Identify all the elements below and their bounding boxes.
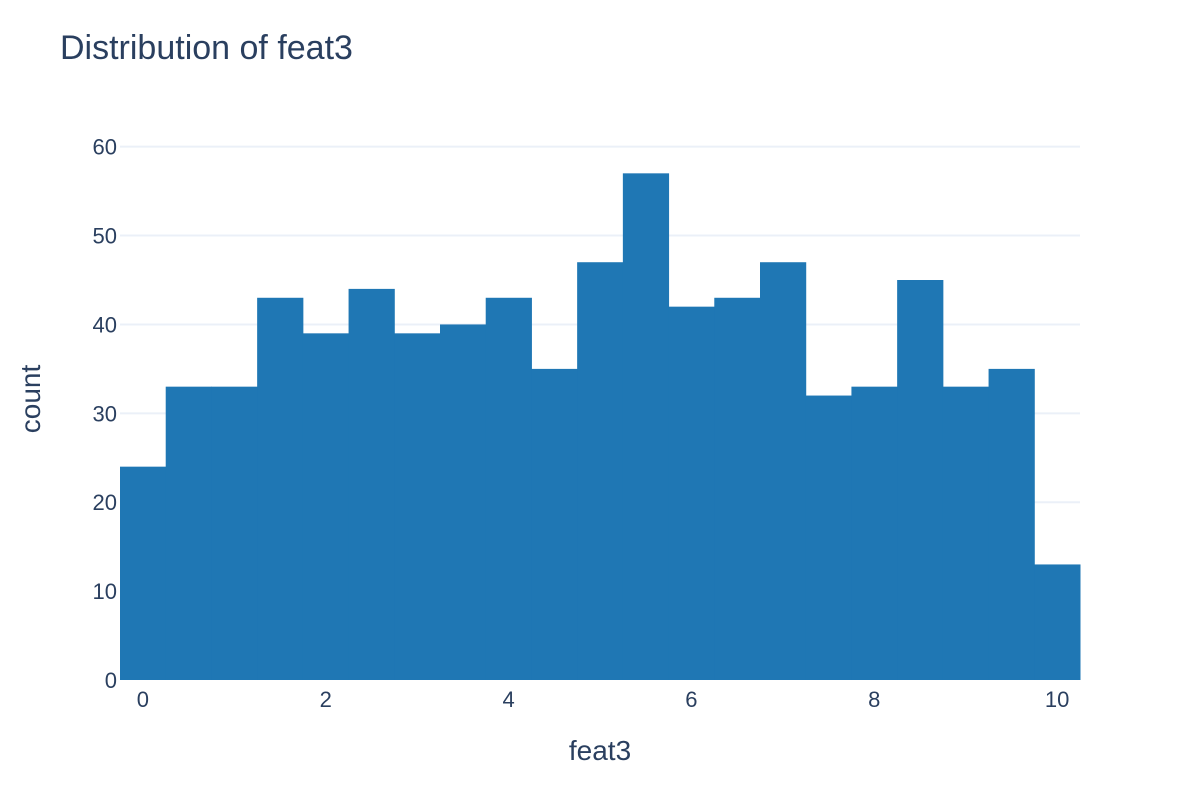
x-tick-label: 2 [320, 687, 332, 712]
histogram-bar [531, 368, 578, 680]
histogram-bar [577, 262, 624, 680]
histogram-bar [988, 368, 1035, 680]
histogram-bar [348, 288, 395, 680]
histogram-bar [942, 386, 990, 680]
histogram-bar [165, 386, 212, 680]
histogram-bar [622, 173, 670, 681]
histogram-bar [714, 297, 761, 680]
histogram-bar [485, 297, 532, 680]
histogram-bar [440, 324, 487, 680]
histogram-bar [668, 306, 715, 680]
x-tick-label: 8 [868, 687, 880, 712]
x-tick-label: 4 [502, 687, 514, 712]
histogram-bar [302, 333, 350, 680]
y-tick-labels: 0 10 20 30 40 50 60 [93, 135, 117, 693]
histogram-bar [851, 386, 898, 680]
x-tick-label: 6 [685, 687, 697, 712]
bars [120, 173, 1081, 681]
histogram-bar [805, 395, 852, 680]
y-tick-label: 10 [93, 579, 117, 604]
histogram-bar [211, 386, 258, 680]
y-tick-label: 50 [93, 224, 117, 249]
histogram-bar [897, 280, 944, 680]
x-tick-label: 10 [1045, 687, 1069, 712]
y-tick-label: 30 [93, 401, 117, 426]
histogram-bar [760, 262, 807, 680]
y-tick-label: 20 [93, 490, 117, 515]
histogram-bar [257, 297, 304, 680]
x-axis-label: feat3 [569, 735, 631, 766]
chart-title: Distribution of feat3 [60, 29, 353, 67]
y-tick-label: 0 [105, 668, 117, 693]
y-tick-label: 60 [93, 135, 117, 160]
x-tick-labels: 0 2 4 6 8 10 [137, 687, 1070, 712]
y-axis-label: count [15, 365, 46, 434]
y-tick-label: 40 [93, 312, 117, 337]
histogram-bar [120, 466, 167, 680]
histogram-bar [394, 333, 441, 680]
x-tick-label: 0 [137, 687, 149, 712]
histogram-bar [1034, 564, 1081, 680]
